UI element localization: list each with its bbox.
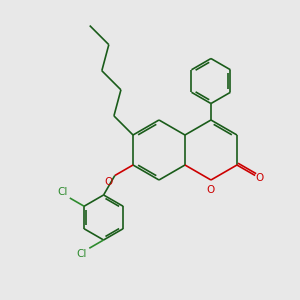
Text: O: O [104,177,112,187]
Text: Cl: Cl [57,187,68,197]
Text: O: O [207,185,215,195]
Text: O: O [255,173,263,183]
Text: Cl: Cl [76,249,87,260]
